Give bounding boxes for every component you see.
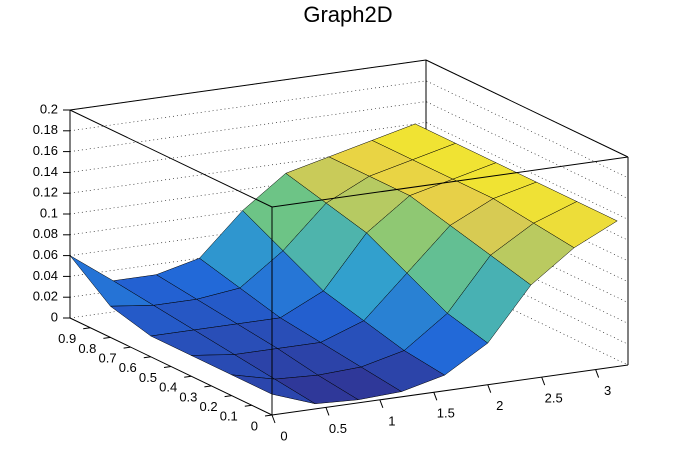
y-tick [224, 395, 232, 398]
grid-line [69, 205, 629, 303]
y-tick-label: 0.1 [220, 409, 238, 424]
x-tick-label: 1.5 [437, 406, 455, 421]
y-tick [83, 327, 91, 330]
y-tick [244, 404, 252, 407]
y-tick [143, 356, 151, 359]
x-tick-label: 1 [388, 413, 395, 428]
grid-line [69, 226, 629, 324]
grid-line [69, 246, 629, 345]
x-tick [379, 399, 384, 409]
z-tick-label: 0.04 [33, 268, 58, 283]
box-edge [425, 59, 629, 158]
x-tick [541, 376, 546, 386]
x-tick [271, 414, 276, 424]
x-tick-label: 0 [280, 428, 287, 443]
x-tick-label: 2 [496, 398, 503, 413]
z-tick-label: 0.08 [33, 226, 58, 241]
y-tick-label: 0.7 [99, 351, 117, 366]
y-tick-label: 0.9 [58, 331, 76, 346]
grid-line [69, 80, 629, 179]
y-tick [123, 346, 131, 349]
y-tick [204, 385, 212, 388]
z-tick-label: 0.06 [33, 247, 58, 262]
z-tick-label: 0.2 [40, 101, 58, 116]
x-tick [595, 369, 600, 378]
z-tick-label: 0.12 [33, 185, 58, 200]
y-tick-label: 0.5 [139, 370, 157, 385]
z-tick-label: 0.18 [33, 122, 58, 137]
y-tick [163, 366, 172, 368]
y-tick-label: 0.8 [78, 341, 96, 356]
z-tick-label: 0.02 [33, 289, 58, 304]
grid-line [69, 122, 629, 220]
x-tick [487, 384, 492, 393]
box-edge [69, 59, 427, 111]
y-tick [184, 375, 192, 378]
y-tick-label: 0.3 [179, 389, 197, 404]
x-tick-label: 2.5 [545, 391, 563, 406]
x-tick-label: 0.5 [329, 421, 347, 436]
x-tick [325, 407, 330, 416]
z-tick-label: 0.14 [33, 164, 58, 179]
z-tick-label: 0.16 [33, 143, 58, 158]
y-tick [264, 414, 273, 417]
z-tick-label: 0 [51, 309, 58, 324]
y-tick-label: 0 [251, 418, 258, 433]
surface-cell [231, 374, 316, 404]
z-tick-label: 0.1 [40, 205, 58, 220]
x-tick-label: 3 [604, 383, 611, 398]
x-tick [433, 392, 438, 401]
box-edge [271, 364, 629, 416]
y-tick-label: 0.4 [159, 380, 177, 395]
y-tick-label: 0.2 [200, 399, 218, 414]
chart-title: Graph2D [303, 2, 392, 27]
y-tick-label: 0.6 [119, 360, 137, 375]
y-tick [103, 336, 111, 339]
box-edge [271, 156, 629, 208]
grid-line [69, 267, 629, 366]
box-edge [69, 109, 273, 208]
grid-line [69, 59, 629, 158]
